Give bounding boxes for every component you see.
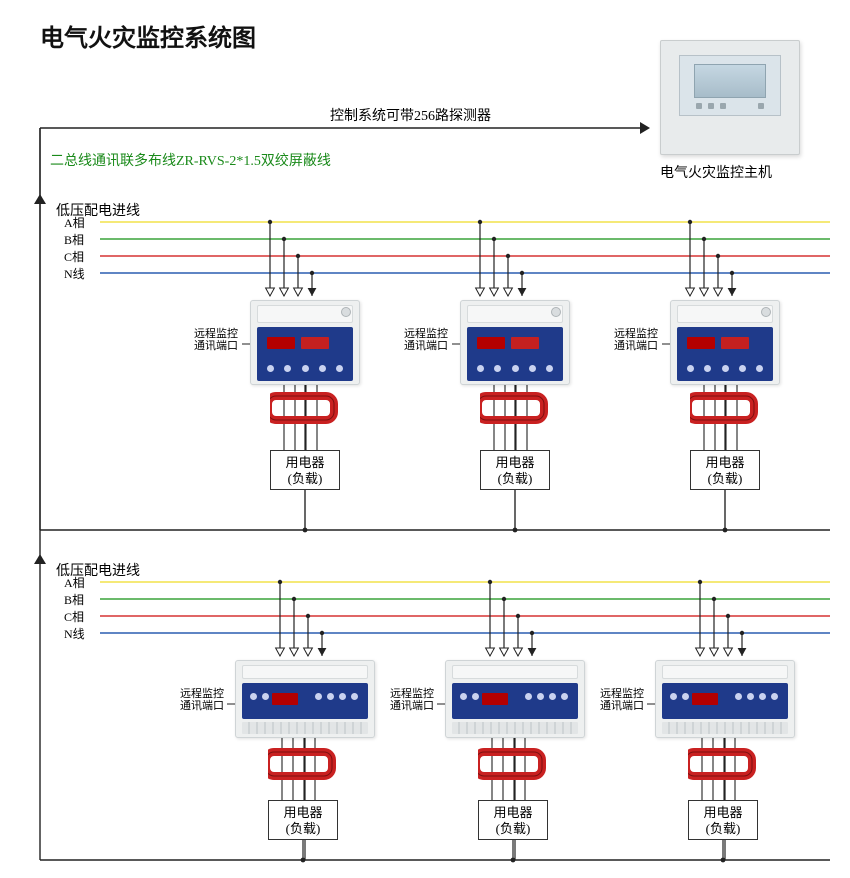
load-line2: (负载)	[481, 471, 549, 487]
load-line2: (负载)	[479, 821, 547, 837]
load-line2: (负载)	[271, 471, 339, 487]
remote-port-label: 远程监控通讯端口	[390, 688, 434, 712]
host-label: 电气火灾监控主机	[660, 162, 772, 182]
phase-label: N线	[64, 265, 85, 282]
remote-port-label: 远程监控通讯端口	[194, 328, 238, 352]
remote-port-label: 远程监控通讯端口	[614, 328, 658, 352]
load-line1: 用电器	[269, 805, 337, 821]
load-line1: 用电器	[271, 455, 339, 471]
detector-module	[250, 300, 360, 385]
phase-label: C相	[64, 608, 84, 625]
load-line2: (负载)	[691, 471, 759, 487]
detector-module	[445, 660, 585, 738]
ct-clamp	[480, 392, 550, 426]
detector-module	[235, 660, 375, 738]
subtitle-top: 控制系统可带256路探测器	[330, 105, 491, 125]
remote-port-label: 远程监控通讯端口	[404, 328, 448, 352]
load-line2: (负载)	[689, 821, 757, 837]
phase-label: B相	[64, 231, 84, 248]
ct-clamp	[688, 748, 758, 782]
phase-label: B相	[64, 591, 84, 608]
load-line1: 用电器	[481, 455, 549, 471]
ct-clamp	[268, 748, 338, 782]
remote-port-label: 远程监控通讯端口	[600, 688, 644, 712]
remote-port-label: 远程监控通讯端口	[180, 688, 224, 712]
phase-label: N线	[64, 625, 85, 642]
load-line2: (负载)	[269, 821, 337, 837]
load-line1: 用电器	[691, 455, 759, 471]
load-box: 用电器(负载)	[480, 450, 550, 490]
detector-module	[460, 300, 570, 385]
load-line1: 用电器	[689, 805, 757, 821]
load-line1: 用电器	[479, 805, 547, 821]
load-box: 用电器(负载)	[270, 450, 340, 490]
phase-label: A相	[64, 574, 85, 591]
load-box: 用电器(负载)	[268, 800, 338, 840]
load-box: 用电器(负载)	[478, 800, 548, 840]
phase-label: C相	[64, 248, 84, 265]
diagram-title: 电气火灾监控系统图	[40, 18, 256, 53]
ct-clamp	[270, 392, 340, 426]
load-box: 用电器(负载)	[690, 450, 760, 490]
ct-clamp	[690, 392, 760, 426]
detector-module	[655, 660, 795, 738]
load-box: 用电器(负载)	[688, 800, 758, 840]
bus-spec-text: 二总线通讯联多布线ZR-RVS-2*1.5双绞屏蔽线	[50, 150, 331, 170]
ct-clamp	[478, 748, 548, 782]
host-panel	[660, 40, 800, 155]
phase-label: A相	[64, 214, 85, 231]
detector-module	[670, 300, 780, 385]
